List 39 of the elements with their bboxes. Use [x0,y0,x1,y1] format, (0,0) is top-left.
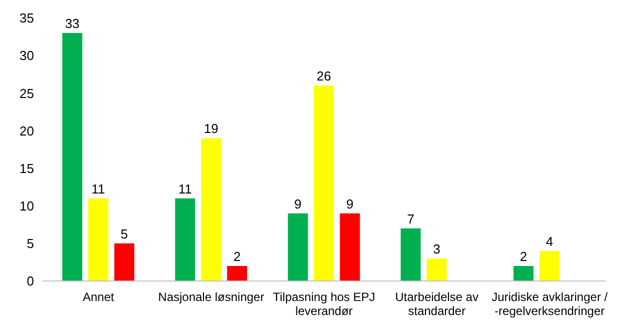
bar [88,198,108,281]
y-tick-label: 15 [20,160,34,176]
bar [400,228,421,281]
data-label: 9 [294,196,302,212]
y-tick-label: 35 [20,10,34,26]
data-label: 7 [407,211,414,226]
bar [175,198,196,281]
data-label: 19 [204,121,218,136]
bar [540,250,560,281]
y-tick-label: 5 [26,236,34,252]
x-tick-label: Utarbeidelse av standarder [395,290,478,318]
y-tick-label: 10 [20,198,34,214]
data-label: 11 [178,181,192,196]
y-tick-label: 20 [20,123,34,138]
y-tick-label: 0 [26,274,34,289]
data-label: 2 [520,248,528,264]
data-label: 11 [92,181,106,196]
data-label: 9 [346,196,354,212]
data-label: 4 [546,234,554,249]
x-tick-label: Annet [82,290,115,304]
bar [340,213,360,281]
bar [288,213,308,281]
bar [314,86,334,281]
bar [514,266,534,281]
bar [201,138,222,281]
data-label: 3 [433,241,440,256]
data-label: 5 [120,226,128,242]
y-tick-label: 25 [20,86,34,101]
x-tick-label: Nasjonale løsninger [158,290,264,304]
y-tick-label: 30 [20,48,34,64]
bar [114,243,134,281]
bar [426,258,447,281]
data-label: 33 [65,16,80,32]
x-tick-label: Juridiske avklaringer / -regelverksendringer [492,290,608,318]
data-label: 2 [233,248,241,264]
bar [227,266,248,281]
bar [62,33,82,281]
data-label: 26 [316,68,332,84]
x-tick-label: Tilpasning hos EPJ leverandør [272,290,376,318]
